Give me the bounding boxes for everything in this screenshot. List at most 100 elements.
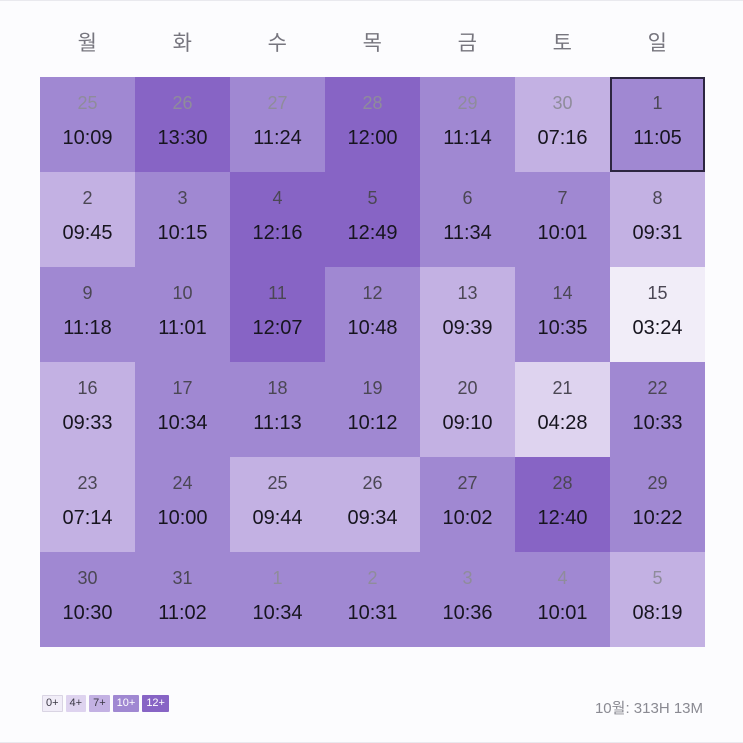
day-time: 03:24 [632,317,683,339]
day-cell[interactable]: 6 11:34 [420,172,515,267]
day-cell[interactable]: 2 10:31 [325,552,420,647]
day-cell[interactable]: 13 09:39 [420,267,515,362]
day-cell[interactable]: 8 09:31 [610,172,705,267]
day-cell[interactable]: 22 10:33 [610,362,705,457]
day-cell[interactable]: 23 07:14 [40,457,135,552]
day-cell[interactable]: 14 10:35 [515,267,610,362]
day-time: 12:40 [537,507,588,529]
day-time: 10:00 [157,507,208,529]
weekday-label: 토 [552,32,573,55]
day-cell[interactable]: 27 11:24 [230,77,325,172]
day-time: 10:22 [632,507,683,529]
day-cell[interactable]: 3 10:36 [420,552,515,647]
day-cell[interactable]: 15 03:24 [610,267,705,362]
day-cell[interactable]: 25 10:09 [40,77,135,172]
legend-chip: 7+ [89,695,110,712]
day-cell[interactable]: 9 11:18 [40,267,135,362]
day-cell[interactable]: 28 12:40 [515,457,610,552]
day-number: 9 [82,283,93,303]
day-cell[interactable]: 19 10:12 [325,362,420,457]
day-cell[interactable]: 21 04:28 [515,362,610,457]
day-time: 10:15 [157,222,208,244]
weekday-label: 수 [267,32,288,55]
day-cell[interactable]: 17 10:34 [135,362,230,457]
day-number: 24 [172,473,193,493]
legend-chip: 0+ [42,695,63,712]
day-cell[interactable]: 1 10:34 [230,552,325,647]
day-time: 09:39 [442,317,493,339]
day-cell[interactable]: 5 08:19 [610,552,705,647]
day-number: 10 [172,283,193,303]
day-cell[interactable]: 25 09:44 [230,457,325,552]
day-time: 11:13 [253,412,302,434]
day-number: 8 [652,188,663,208]
day-time: 09:44 [252,507,303,529]
day-time: 09:33 [62,412,113,434]
weekday-label: 목 [362,32,383,55]
day-cell[interactable]: 26 13:30 [135,77,230,172]
day-cell[interactable]: 4 10:01 [515,552,610,647]
weekday-label: 일 [647,32,668,55]
day-number: 2 [367,568,378,588]
day-number: 27 [267,93,288,113]
day-cell-selected[interactable]: 1 11:05 [610,77,705,172]
day-cell[interactable]: 24 10:00 [135,457,230,552]
day-number: 30 [77,568,98,588]
day-cell[interactable]: 30 07:16 [515,77,610,172]
day-cell[interactable]: 30 10:30 [40,552,135,647]
day-number: 3 [462,568,473,588]
day-cell[interactable]: 2 09:45 [40,172,135,267]
day-cell[interactable]: 27 10:02 [420,457,515,552]
day-number: 21 [552,378,573,398]
day-cell[interactable]: 3 10:15 [135,172,230,267]
day-time: 11:01 [158,317,207,339]
day-time: 10:01 [537,602,588,624]
day-cell[interactable]: 26 09:34 [325,457,420,552]
day-time: 11:14 [443,127,492,149]
day-number: 30 [552,93,573,113]
day-time: 09:34 [347,507,398,529]
day-number: 25 [77,93,98,113]
day-cell[interactable]: 7 10:01 [515,172,610,267]
day-cell[interactable]: 29 10:22 [610,457,705,552]
day-time: 12:07 [252,317,303,339]
day-number: 25 [267,473,288,493]
month-total-summary: 10월: 313H 13M [594,700,703,717]
day-cell[interactable]: 29 11:14 [420,77,515,172]
day-cell[interactable]: 20 09:10 [420,362,515,457]
weekday-label: 화 [172,32,193,55]
day-cell[interactable]: 11 12:07 [230,267,325,362]
legend-chip: 4+ [65,695,87,712]
legend-chip: 10+ [112,695,140,712]
day-number: 4 [272,188,283,208]
day-time: 08:19 [632,602,683,624]
day-cell[interactable]: 5 12:49 [325,172,420,267]
day-time: 10:30 [62,602,113,624]
day-number: 14 [552,283,573,303]
day-number: 28 [362,93,383,113]
day-time: 11:24 [253,127,302,149]
legend-chip: 12+ [142,695,169,712]
day-number: 26 [172,93,193,113]
day-time: 07:14 [62,507,113,529]
day-time: 10:01 [537,222,588,244]
day-cell[interactable]: 18 11:13 [230,362,325,457]
day-number: 26 [362,473,383,493]
day-number: 7 [557,188,568,208]
day-cell[interactable]: 31 11:02 [135,552,230,647]
day-cell[interactable]: 10 11:01 [135,267,230,362]
legend: 0+ 4+ 7+ 10+ 12+ [42,695,169,712]
day-number: 12 [362,283,383,303]
day-number: 31 [172,568,193,588]
day-cell[interactable]: 12 10:48 [325,267,420,362]
day-time: 09:45 [62,222,113,244]
day-time: 10:36 [442,602,493,624]
day-time: 10:33 [632,412,683,434]
day-number: 3 [177,188,188,208]
day-cell[interactable]: 16 09:33 [40,362,135,457]
day-time: 12:16 [252,222,303,244]
day-time: 10:09 [62,127,113,149]
day-cell[interactable]: 4 12:16 [230,172,325,267]
day-cell[interactable]: 28 12:00 [325,77,420,172]
day-number: 29 [457,93,478,113]
